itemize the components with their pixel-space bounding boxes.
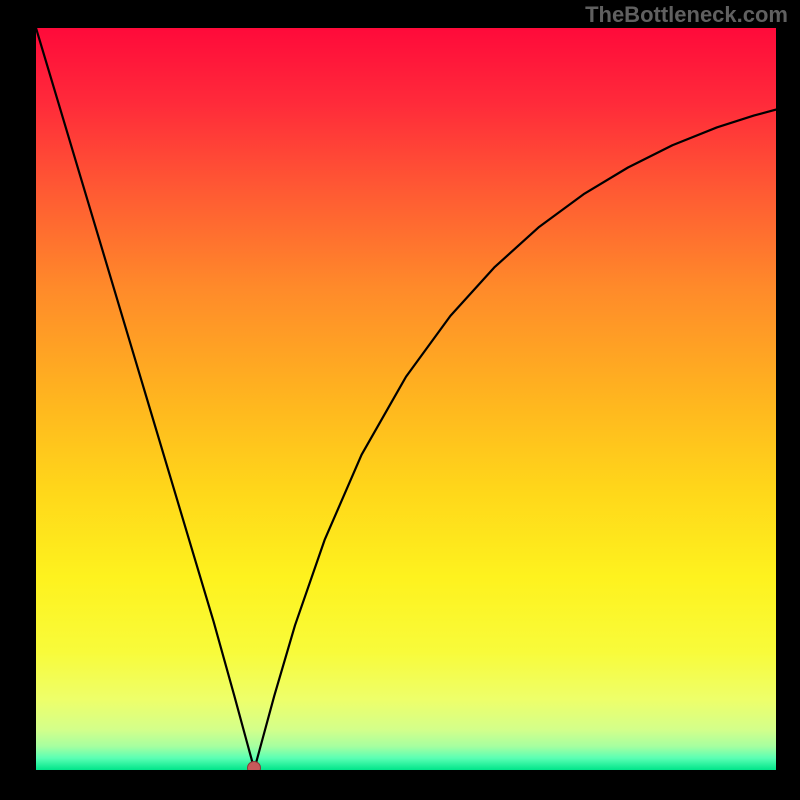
bottleneck-curve bbox=[36, 28, 776, 770]
curve-svg bbox=[36, 28, 776, 770]
minimum-marker bbox=[247, 761, 261, 770]
plot-area bbox=[36, 28, 776, 770]
watermark-text: TheBottleneck.com bbox=[585, 2, 788, 28]
plot-outer-frame bbox=[0, 0, 800, 800]
